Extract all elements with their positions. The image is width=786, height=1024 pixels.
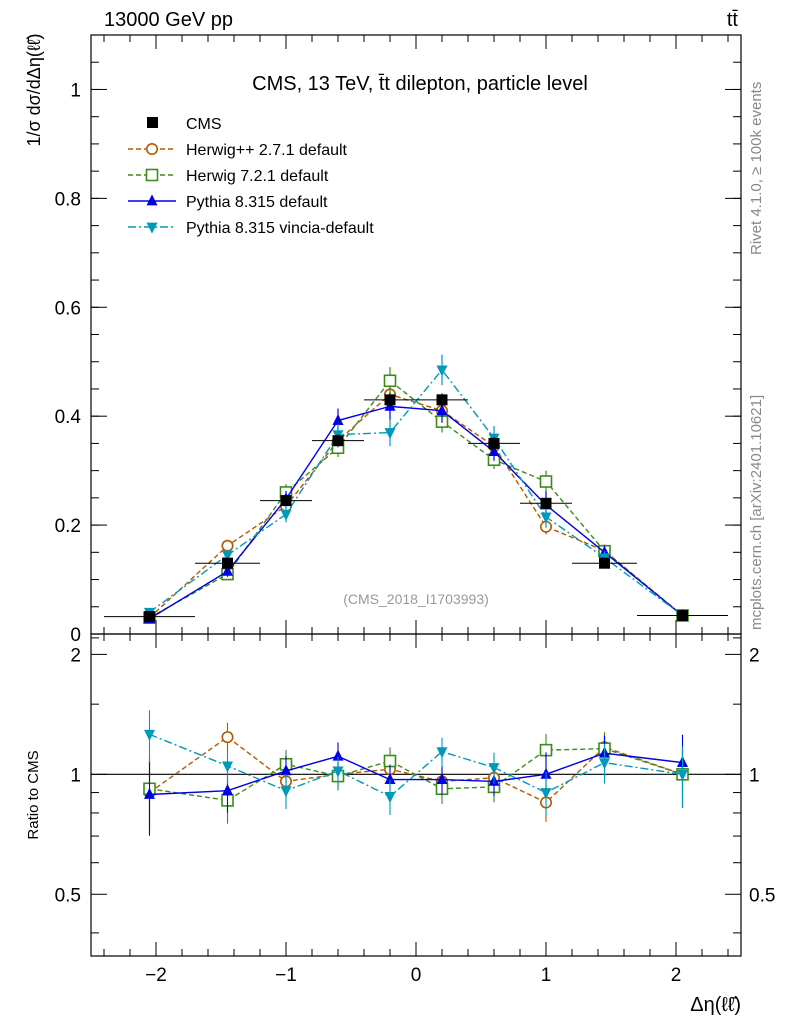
y-tick-label-main: 0 — [70, 625, 81, 646]
y-tick-label-ratio: 1 — [70, 765, 81, 786]
cms-data-point — [144, 611, 155, 623]
y-tick-label-main: 0.4 — [55, 407, 82, 428]
cms-data-point — [280, 495, 292, 507]
x-tick-label: −2 — [145, 965, 167, 986]
series-line-pythia-8-315-vincia-default — [149, 368, 683, 617]
y-tick-label-main: 0.6 — [55, 298, 81, 319]
series-herwig-2-7-1-default — [143, 383, 689, 624]
ratio-plot-frame — [90, 633, 742, 957]
ratio-point — [540, 788, 552, 800]
series-line-herwig-2-7-1-default — [149, 393, 683, 619]
legend-marker-pythia-8-315-vincia-default — [146, 222, 158, 234]
y-tick-label-main: 0.8 — [55, 189, 81, 210]
series-pythia-8-315-default — [144, 392, 688, 624]
y-tick-label-ratio: 0.5 — [55, 885, 81, 906]
series-line-herwig-7-2-1-default — [149, 379, 683, 619]
legend-label-pythia: Pythia 8.315 default — [186, 194, 328, 211]
ratio-point — [677, 769, 688, 781]
ratio-point — [280, 786, 292, 798]
ratio-series-layer — [143, 710, 689, 836]
series-herwig-7-2-1-default — [143, 367, 689, 624]
series-line-pythia-8-315-default — [149, 405, 683, 620]
series-cms-data — [104, 393, 728, 623]
legend-label-vincia: Pythia 8.315 vincia-default — [186, 220, 374, 237]
cms-data-point — [677, 609, 688, 621]
cms-data-point — [599, 557, 610, 569]
ratio-point — [222, 761, 233, 773]
data-point — [221, 539, 234, 552]
ratio-point — [222, 784, 233, 796]
ratio-point — [384, 792, 396, 804]
cms-data-point — [540, 497, 552, 509]
y-tick-label-main: 0.2 — [55, 516, 81, 537]
series-pythia-8-315-vincia-default — [144, 354, 688, 623]
ratio-point — [332, 766, 344, 778]
x-tick-label: 2 — [671, 965, 682, 986]
energy-label: 13000 GeV pp — [104, 9, 233, 31]
legend-label-herwigpp: Herwig++ 2.7.1 default — [186, 142, 348, 159]
mcplots-label: mcplots.cern.ch [arXiv:2401.10621] — [748, 395, 765, 630]
main-series-layer — [104, 354, 728, 624]
process-label: tt̄ — [727, 9, 739, 31]
ratio-point — [332, 749, 344, 761]
analysis-watermark: (CMS_2018_I1703993) — [343, 591, 489, 607]
ratio-point — [384, 773, 396, 785]
ratio-series-herwig-7-2-1-default — [143, 733, 689, 828]
cms-data-point — [488, 437, 500, 449]
legend-label-herwig7: Herwig 7.2.1 default — [186, 168, 329, 185]
ratio-point — [436, 773, 448, 785]
data-point — [384, 428, 396, 440]
legend: CMS Herwig++ 2.7.1 default Herwig 7.2.1 … — [128, 116, 374, 237]
data-point — [332, 413, 344, 425]
x-axis-label: Δη(ℓℓ̄) — [690, 994, 741, 1016]
ratio-series-pythia-8-315-vincia-default — [144, 710, 688, 816]
ratio-point — [144, 787, 155, 799]
ratio-point — [221, 731, 234, 744]
cms-data-point — [222, 557, 233, 569]
data-point — [383, 374, 397, 388]
x-tick-label: 0 — [411, 965, 422, 986]
ratio-point — [488, 763, 500, 775]
legend-marker-pythia-8-315-default — [146, 194, 158, 206]
data-point — [436, 365, 448, 377]
y-tick-label-ratio-right: 1 — [749, 765, 760, 786]
plot-title: CMS, 13 TeV, t̄t dilepton, particle leve… — [252, 73, 588, 95]
data-point — [222, 564, 233, 576]
ratio-line-pythia-8-315-default — [149, 752, 683, 796]
ratio-line-pythia-8-315-vincia-default — [149, 733, 683, 798]
axis-ticks: −2 −1 0 1 200.20.40.60.810.5 0.51 12 2 — [55, 35, 775, 986]
ratio-point — [144, 729, 155, 741]
y-tick-label-ratio-right: 0.5 — [749, 885, 775, 906]
legend-marker-cms — [147, 117, 158, 128]
ratio-point — [436, 747, 448, 759]
ratio-point — [599, 758, 610, 770]
y-tick-label-ratio: 2 — [70, 645, 81, 666]
cms-data-point — [436, 394, 448, 406]
data-point — [280, 509, 292, 521]
rivet-label: Rivet 4.1.0, ≥ 100k events — [748, 82, 765, 255]
cms-data-point — [332, 435, 344, 447]
data-point — [436, 404, 448, 416]
data-point — [540, 512, 552, 524]
cms-data-point — [384, 394, 396, 406]
y-tick-label-main: 1 — [70, 80, 81, 101]
x-tick-label: 1 — [541, 965, 552, 986]
data-point — [488, 444, 500, 456]
y-tick-label-ratio-right: 2 — [749, 645, 760, 666]
ratio-series-herwig-2-7-1-default — [143, 722, 689, 832]
x-tick-label: −1 — [275, 965, 297, 986]
legend-marker-herwig-7-2-1-default — [145, 168, 159, 182]
legend-label-cms: CMS — [186, 116, 222, 133]
data-point — [222, 550, 233, 562]
ratio-point — [280, 764, 292, 776]
data-point — [539, 475, 553, 488]
legend-marker-herwig-2-7-1-default — [145, 142, 159, 156]
y-axis-label-main: 1/σ dσ/dΔη(ℓℓ̄) — [24, 34, 44, 147]
y-axis-label-ratio: Ratio to CMS — [25, 750, 42, 839]
